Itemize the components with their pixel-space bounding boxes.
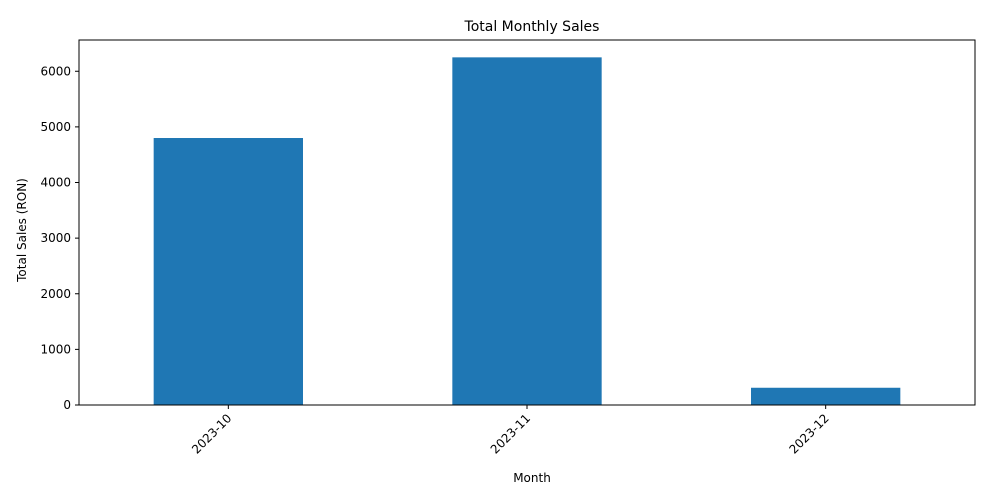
x-axis-label: Month — [513, 471, 551, 485]
y-tick-label: 4000 — [40, 176, 71, 190]
y-axis-label: Total Sales (RON) — [15, 178, 29, 283]
bar-2023-10 — [153, 138, 303, 405]
y-tick-label: 0 — [63, 398, 71, 412]
y-tick-label: 3000 — [40, 231, 71, 245]
bars-group — [153, 57, 901, 406]
bar-2023-12 — [751, 387, 901, 405]
y-tick-label: 2000 — [40, 287, 71, 301]
y-tick-label: 1000 — [40, 342, 71, 356]
bar-2023-11 — [452, 57, 602, 406]
chart-title: Total Monthly Sales — [464, 19, 600, 35]
y-tick-label: 6000 — [40, 64, 71, 78]
y-axis-ticks: 0 1000 2000 3000 4000 5000 6000 — [40, 64, 79, 412]
y-tick-label: 5000 — [40, 120, 71, 134]
axes-frame — [78, 39, 976, 406]
